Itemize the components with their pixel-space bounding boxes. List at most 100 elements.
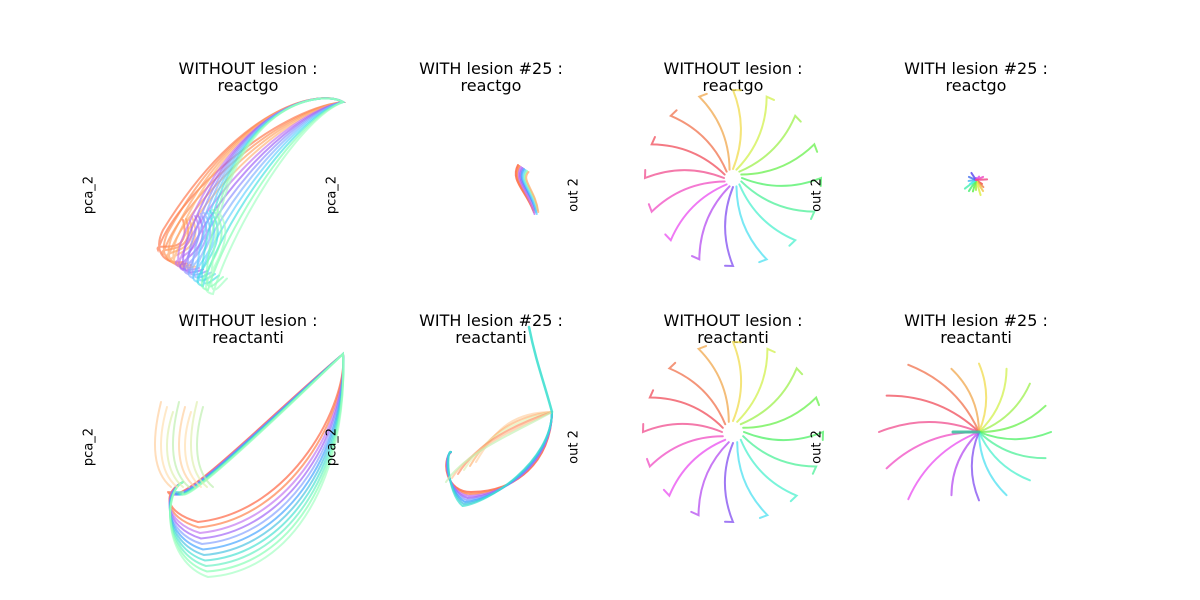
- trajectory-line: [696, 345, 730, 423]
- y-axis-label: pca_2: [81, 175, 97, 215]
- trajectory-line: [205, 97, 346, 296]
- y-axis-label: pca_2: [81, 427, 97, 467]
- chart-title: WITHOUT lesion : reactgo: [123, 60, 373, 94]
- trajectory-line: [168, 351, 345, 540]
- plot-area: [156, 97, 347, 296]
- chart-title-line: WITH lesion #25 :: [419, 59, 563, 78]
- trajectory-line: [739, 366, 804, 426]
- trajectory-line: [978, 382, 1031, 433]
- chart-title: WITH lesion #25 : reactgo: [851, 60, 1101, 94]
- trajectory-line: [736, 441, 770, 519]
- trajectory-line: [445, 411, 553, 496]
- trajectory-line: [662, 438, 727, 498]
- plot-area: [514, 164, 540, 215]
- trajectory-line: [907, 363, 980, 433]
- trajectory-line: [469, 411, 553, 467]
- chart-subtitle: reactgo: [945, 76, 1007, 95]
- chart-panel: WITHOUT lesion : reactgo pca_2: [82, 60, 373, 320]
- trajectory-line: [742, 395, 820, 429]
- trajectory-line: [950, 431, 980, 497]
- trajectory-line: [647, 180, 726, 214]
- trajectory-line: [740, 142, 819, 176]
- trajectory-line: [735, 185, 769, 264]
- trajectory-line: [885, 394, 980, 433]
- trajectory-line: [691, 185, 731, 261]
- chart-subtitle: reactgo: [460, 76, 522, 95]
- chart-subtitle: reactgo: [702, 76, 764, 95]
- trajectory-line: [975, 178, 989, 181]
- trajectory-line: [743, 430, 825, 442]
- chart-title-line: WITHOUT lesion :: [178, 311, 318, 330]
- trajectory-line: [517, 166, 536, 215]
- chart-title-line: WITH lesion #25 :: [904, 59, 1048, 78]
- trajectory-line: [156, 97, 347, 264]
- y-axis-label: pca_2: [324, 427, 340, 467]
- trajectory-line: [978, 431, 1008, 497]
- trajectory-line: [668, 109, 728, 173]
- chart-title: WITHOUT lesion : reactgo: [608, 60, 858, 94]
- trajectory-line: [950, 367, 980, 433]
- y-axis-label: pca_2: [324, 175, 340, 215]
- chart-title-line: WITHOUT lesion :: [178, 59, 318, 78]
- chart-panel: WITHOUT lesion : reactanti pca_2: [82, 312, 373, 579]
- trajectory-line: [741, 176, 823, 187]
- trajectory-line: [664, 183, 728, 243]
- trajectory-line: [451, 411, 553, 479]
- chart-panel: WITH lesion #25 : reactgo out 2: [810, 60, 1101, 320]
- trajectory-line: [978, 362, 988, 433]
- trajectory-line: [648, 389, 724, 429]
- trajectory-line: [525, 171, 540, 213]
- trajectory-line: [739, 438, 799, 503]
- chart-subtitle: reactanti: [212, 328, 284, 347]
- chart-panel: WITH lesion #25 : reactanti pca_2: [325, 312, 616, 572]
- trajectory-line: [970, 431, 980, 502]
- trajectory-line: [690, 441, 730, 517]
- trajectory-line: [160, 406, 178, 488]
- trajectory-line: [166, 411, 184, 488]
- plot-area: [963, 171, 989, 197]
- chart-title-line: WITH lesion #25 :: [904, 311, 1048, 330]
- y-axis-label: out 2: [566, 178, 582, 212]
- trajectory-line: [731, 340, 743, 422]
- chart-panel: WITHOUT lesion : reactanti out 2: [567, 312, 858, 572]
- trajectory-line: [740, 180, 816, 220]
- trajectory-line: [445, 411, 553, 494]
- trajectory-line: [457, 411, 553, 475]
- plot-area: [643, 88, 823, 268]
- plot-area: [878, 362, 1052, 502]
- y-axis-label: out 2: [566, 430, 582, 464]
- trajectory-line: [650, 136, 726, 176]
- trajectory-line: [736, 347, 776, 423]
- trajectory-line: [878, 421, 980, 433]
- trajectory-line: [169, 351, 345, 579]
- plot-area: [641, 340, 825, 524]
- y-axis-label: out 2: [809, 430, 825, 464]
- chart-title: WITH lesion #25 : reactanti: [366, 312, 616, 346]
- chart-subtitle: reactanti: [455, 328, 527, 347]
- chart-title: WITH lesion #25 : reactgo: [366, 60, 616, 94]
- chart-subtitle: reactanti: [940, 328, 1012, 347]
- trajectory-line: [646, 435, 724, 469]
- trajectory-line: [190, 401, 208, 488]
- trajectory-line: [154, 401, 172, 488]
- chart-title-line: WITH lesion #25 :: [419, 311, 563, 330]
- chart-title-line: WITHOUT lesion :: [663, 59, 803, 78]
- trajectory-line: [907, 431, 980, 501]
- trajectory-line: [723, 442, 735, 524]
- chart-title: WITHOUT lesion : reactanti: [123, 312, 373, 346]
- trajectory-line: [978, 431, 1047, 460]
- plot-area: [445, 325, 554, 508]
- trajectory-line: [978, 431, 1031, 482]
- trajectory-line: [738, 113, 802, 173]
- trajectory-line: [978, 367, 1008, 433]
- chart-panel: WITHOUT lesion : reactgo out 2: [567, 60, 858, 320]
- trajectory-line: [522, 169, 538, 215]
- trajectory-line: [463, 411, 553, 471]
- chart-subtitle: reactanti: [697, 328, 769, 347]
- trajectory-line: [742, 435, 818, 475]
- trajectory-line: [178, 406, 196, 488]
- trajectory-line: [643, 169, 725, 180]
- chart-panel: WITH lesion #25 : reactgo pca_2: [325, 60, 616, 320]
- trajectory-line: [527, 325, 554, 414]
